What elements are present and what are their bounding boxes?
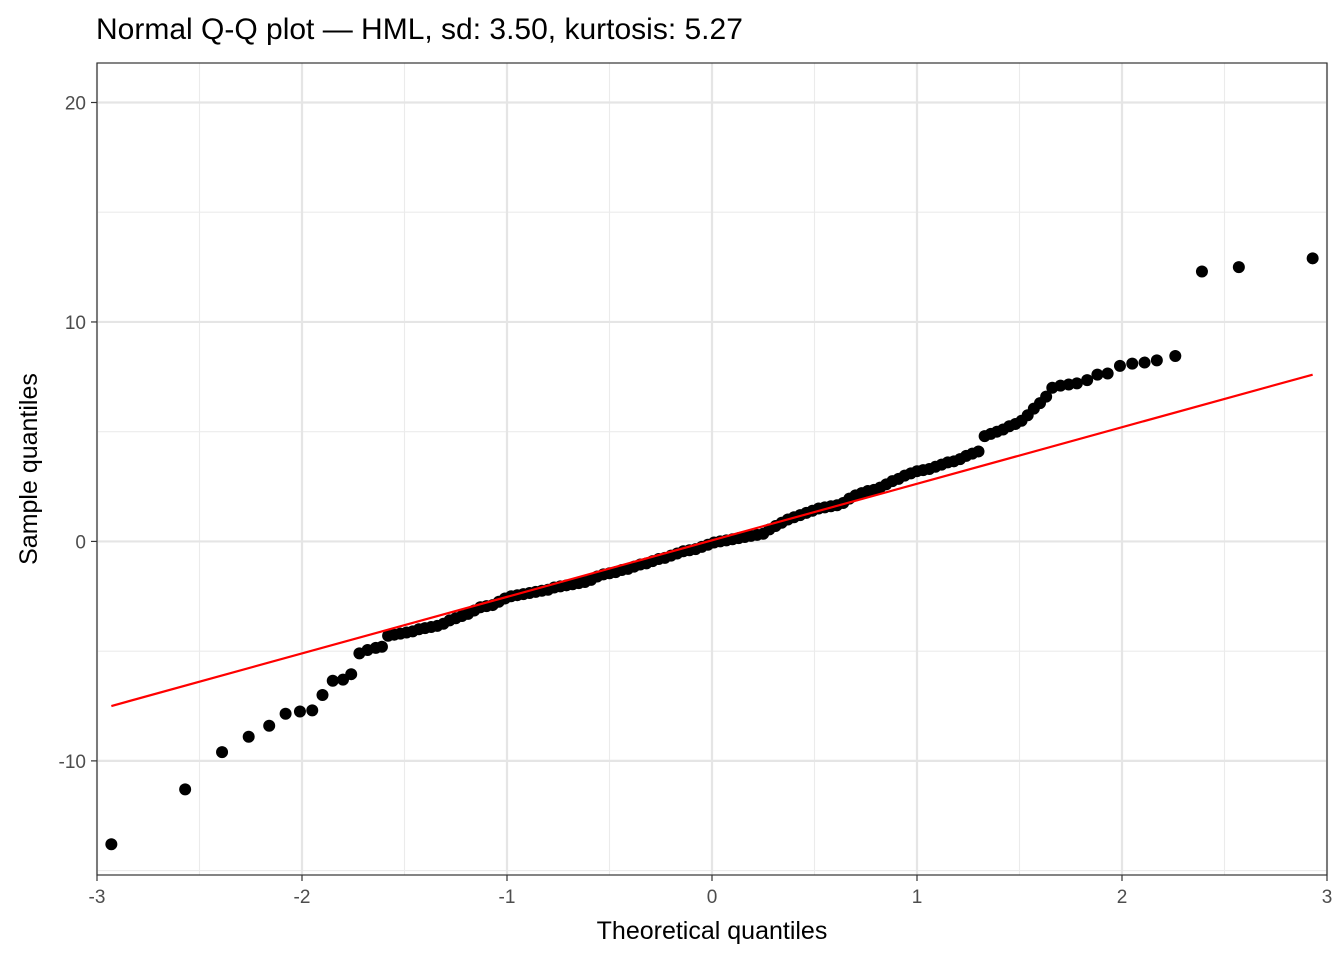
qq-point [306,704,319,717]
qq-point [1113,359,1126,372]
qq-point [1195,265,1208,278]
qq-point [326,674,339,687]
reference-line [111,373,1313,708]
x-axis-title: Theoretical quantiles [597,917,828,945]
x-tick-label: 0 [707,887,718,908]
x-tick-label: 1 [912,887,923,908]
qq-point [1306,252,1319,265]
qq-point [375,640,388,653]
y-tick-label: 0 [75,532,86,553]
qq-point [316,689,329,702]
qq-point [1040,390,1053,403]
y-axis-title: Sample quantiles [15,373,43,565]
qq-point [1150,354,1163,367]
x-axis-ticks: -3 -2 -1 0 1 2 3 [89,875,1333,908]
x-tick-label: -2 [294,887,311,908]
y-tick-label: -10 [59,752,86,773]
x-tick-label: -3 [89,887,106,908]
y-axis-ticks: -10 0 10 20 [59,94,97,773]
qq-point [105,838,118,851]
y-tick-label: 10 [65,313,86,334]
qq-point [1081,374,1094,387]
qq-point [1126,357,1139,370]
qq-point [242,730,255,743]
qq-point [216,746,229,759]
reference-line-layer [111,373,1313,708]
y-tick-label: 20 [65,94,86,115]
qq-point [1101,367,1114,380]
qq-point [1169,349,1182,362]
x-tick-label: -1 [499,887,516,908]
qq-point [1232,261,1245,274]
qq-point [345,668,358,681]
qq-point [1070,377,1083,390]
qq-point [293,705,306,718]
qq-point [263,719,276,732]
qq-point [179,783,192,796]
qq-point [1138,356,1151,369]
qq-point [972,445,985,458]
chart-title: Normal Q-Q plot — HML, sd: 3.50, kurtosi… [96,13,743,46]
x-tick-label: 2 [1117,887,1128,908]
x-tick-label: 3 [1322,887,1333,908]
qq-point [1091,368,1104,381]
qq-point [279,707,292,720]
